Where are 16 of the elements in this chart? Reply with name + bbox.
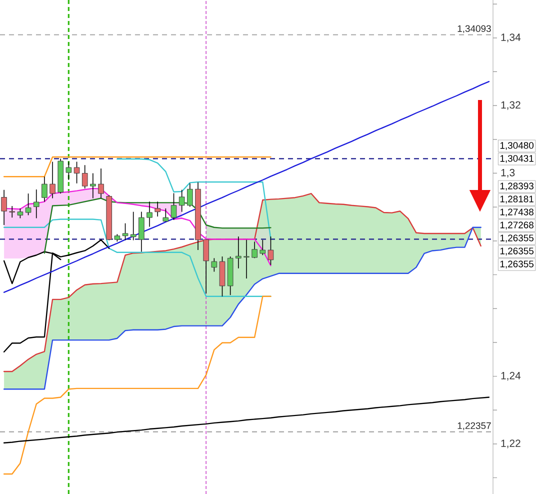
text: 1,30431 <box>500 155 534 163</box>
text: 1,27438 <box>500 208 534 216</box>
y-tick-label: 1,3 <box>501 168 515 178</box>
text: 1,30480 <box>500 142 534 150</box>
y-tick-label: 1,34 <box>501 34 521 42</box>
text: 1,27268 <box>500 222 534 230</box>
text: 1,26355 <box>500 260 534 268</box>
y-tick-label: 1,32 <box>501 101 520 110</box>
text: 1,28393 <box>500 182 534 190</box>
text: 1,26355 <box>500 248 534 256</box>
y-tick-label: 1,24 <box>501 372 521 381</box>
ref-line-label: 1,34093 <box>458 25 491 34</box>
text: 1,26355 <box>500 234 534 242</box>
text: 1,28181 <box>500 196 534 204</box>
y-tick-label: 1,22 <box>501 440 520 448</box>
ref-line-label: 1,22357 <box>458 422 491 430</box>
